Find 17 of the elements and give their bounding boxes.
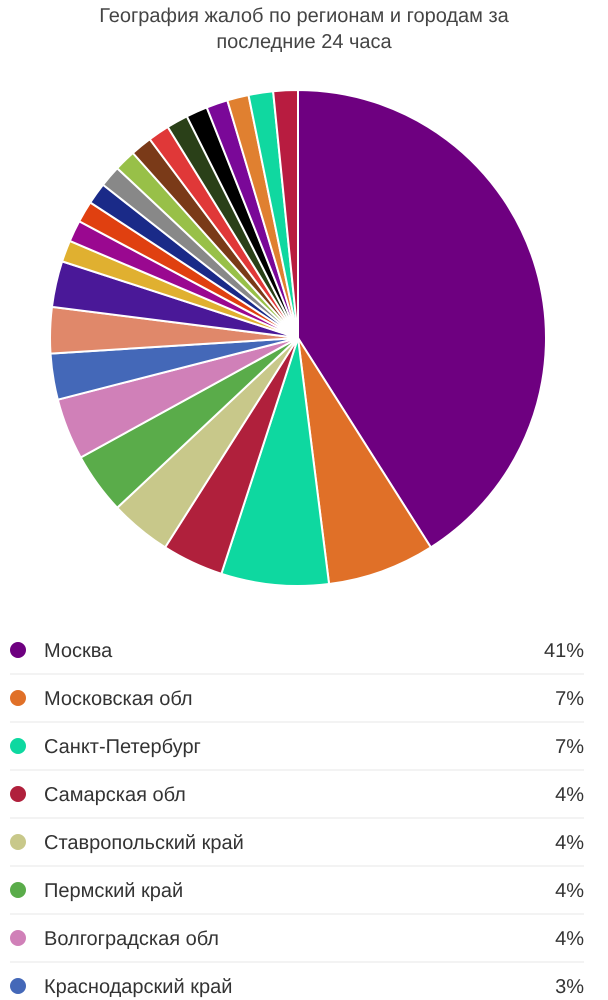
data-label: 4% (555, 880, 584, 902)
legend-label: Самарская обл (44, 784, 186, 806)
legend-label: Москва (44, 640, 114, 662)
data-label: 4% (555, 928, 584, 950)
data-label: 7% (555, 736, 584, 758)
legend-label: Ставропольский край (44, 832, 244, 854)
data-label: 4% (555, 784, 584, 806)
legend-label: Краснодарский край (44, 976, 232, 998)
legend-label: Пермский край (44, 880, 184, 902)
data-label: 3% (555, 976, 584, 998)
legend-label: Волгоградская обл (44, 928, 219, 950)
data-label: 41% (544, 640, 584, 662)
data-label: 4% (555, 832, 584, 854)
legend-label: Московская обл (44, 688, 193, 710)
data-label: 7% (555, 688, 584, 710)
chart-title: География жалоб по регионам и городам за последние 24 часа (99, 5, 510, 53)
legend-label: Санкт-Петербург (44, 736, 201, 758)
